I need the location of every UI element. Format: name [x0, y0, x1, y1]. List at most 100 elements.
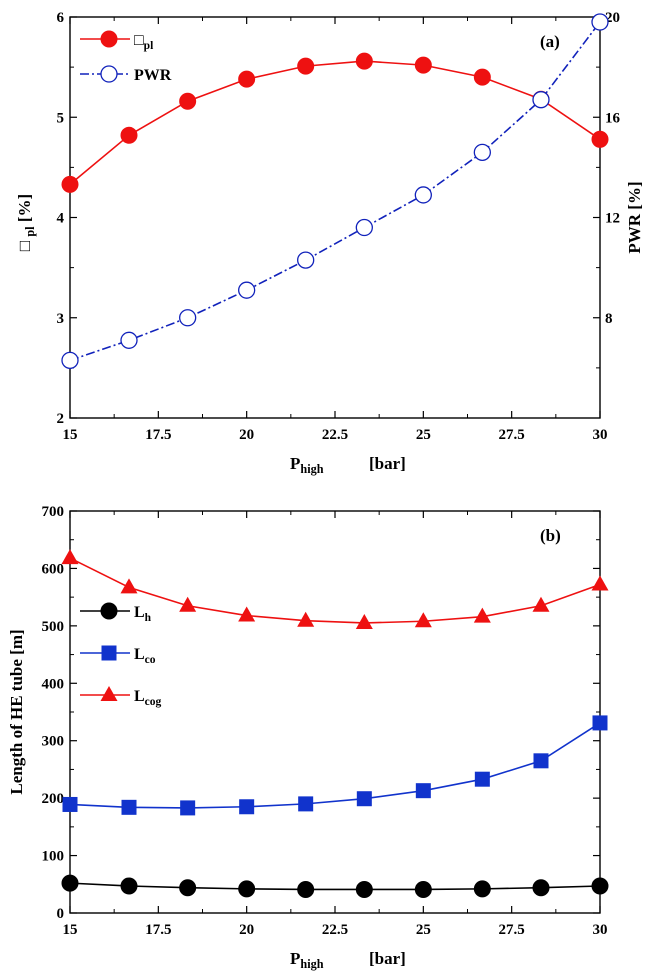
data-point-s1: [473, 143, 491, 161]
y-tick-label-left: 400: [42, 676, 65, 692]
y-axis-label-right: PWR [%]: [625, 181, 644, 253]
plot-frame: [69, 510, 601, 914]
y-tick-label-left: 3: [57, 311, 65, 327]
y-tick-label-left: 6: [57, 10, 65, 26]
data-point-s0: [355, 880, 373, 898]
y-tick-label-left: 700: [42, 504, 65, 520]
data-point-s1: [355, 218, 373, 237]
y-tick-label-left: 100: [42, 849, 65, 865]
series-line-1: [69, 722, 601, 809]
data-point-s0: [532, 879, 550, 897]
data-point-s1: [414, 186, 432, 204]
x-axis-label: Phigh: [290, 949, 324, 971]
data-point-s2: [120, 578, 138, 594]
y-tick-label-left: 2: [57, 411, 65, 427]
data-point-s0: [414, 880, 432, 898]
y-tick-label-left: 5: [57, 110, 65, 126]
x-axis-unit: [bar]: [369, 949, 406, 968]
series-line-2: [69, 557, 601, 624]
legend-label-0: Lh: [134, 604, 152, 624]
data-point-s0: [473, 880, 491, 898]
series-line-1: [69, 21, 601, 362]
x-tick-label: 20: [239, 922, 254, 938]
x-tick-label: 17.5: [145, 427, 171, 443]
legend-label-1: PWR: [134, 67, 172, 84]
legend-label-1: Lco: [134, 646, 156, 666]
data-point-s1: [356, 791, 372, 807]
x-tick-label: 27.5: [499, 427, 525, 443]
y-tick-label-left: 500: [42, 619, 65, 635]
legend-marker-0: [100, 602, 118, 620]
y-tick-label-right: 16: [605, 110, 621, 126]
data-point-s0: [120, 126, 138, 144]
x-tick-label: 22.5: [322, 922, 348, 938]
data-point-s1: [179, 309, 197, 327]
y-tick-label-left: 600: [42, 561, 65, 577]
x-tick-label: 20: [239, 427, 254, 443]
x-tick-label: 27.5: [499, 922, 525, 938]
chart-panel-a: 15 17.5 20 22.5 25 27.5 30 2 3 4 5 6 8 12 16 20 Phigh [ba…: [15, 10, 644, 476]
panel-label: (a): [540, 32, 560, 51]
data-point-s0: [120, 877, 138, 895]
x-tick-label: 22.5: [322, 427, 348, 443]
data-point-s0: [591, 877, 609, 895]
legend-label-0: □pl: [134, 32, 153, 52]
data-point-s1: [62, 796, 78, 812]
data-point-s0: [355, 52, 373, 70]
x-tick-label: 17.5: [145, 922, 171, 938]
data-point-s0: [61, 874, 79, 892]
data-point-s2: [591, 575, 609, 591]
y-tick-label-left: 200: [42, 791, 65, 807]
panel-label: (b): [540, 526, 561, 545]
data-point-s1: [532, 91, 550, 109]
series-line-0: [69, 882, 601, 891]
data-point-s0: [297, 880, 315, 898]
legend-marker-2: [100, 686, 118, 701]
x-tick-label: 30: [593, 427, 608, 443]
data-point-s2: [238, 606, 256, 622]
data-point-s2: [179, 596, 197, 612]
legend-marker-1: [101, 645, 117, 661]
data-point-s1: [61, 351, 79, 370]
legend-marker-0: [100, 30, 118, 48]
data-point-s0: [473, 68, 491, 86]
y-axis-label-left: □ pl [%]: [15, 194, 37, 251]
data-point-s0: [297, 57, 315, 75]
data-point-s1: [591, 13, 609, 31]
chart-panel-b: 15 17.5 20 22.5 25 27.5 3001002003004005006007…: [7, 504, 609, 971]
y-axis-label-left: Length of HE tube [m]: [7, 629, 26, 794]
data-point-s1: [238, 281, 256, 299]
data-point-s2: [355, 613, 373, 629]
data-point-s1: [474, 771, 490, 787]
data-point-s0: [179, 879, 197, 897]
data-point-s2: [532, 596, 550, 612]
data-point-s1: [297, 251, 315, 269]
data-point-s0: [179, 92, 197, 110]
data-point-s1: [533, 753, 549, 769]
y-tick-label-right: 8: [605, 311, 613, 327]
data-point-s0: [238, 880, 256, 898]
data-point-s1: [180, 800, 196, 816]
data-point-s2: [61, 549, 79, 565]
y-tick-label-left: 300: [42, 734, 65, 750]
legend-label-2: Lcog: [134, 688, 162, 708]
data-point-s1: [121, 799, 137, 815]
y-tick-label-left: 0: [57, 906, 65, 922]
data-point-s0: [591, 130, 609, 148]
data-point-s0: [238, 70, 256, 88]
data-point-s2: [473, 607, 491, 623]
x-axis-label: Phigh: [290, 454, 324, 476]
y-tick-label-right: 20: [605, 10, 620, 26]
x-tick-label: 30: [593, 922, 608, 938]
data-point-s0: [61, 175, 79, 193]
x-axis-unit: [bar]: [369, 454, 406, 473]
data-point-s0: [414, 56, 432, 74]
data-point-s2: [297, 611, 315, 627]
x-tick-label: 25: [416, 427, 431, 443]
x-tick-label: 15: [63, 922, 78, 938]
data-point-s1: [592, 715, 608, 731]
data-point-s1: [415, 783, 431, 799]
data-point-s2: [414, 612, 432, 628]
series-line-0: [69, 60, 601, 186]
y-tick-label-right: 12: [605, 211, 620, 227]
